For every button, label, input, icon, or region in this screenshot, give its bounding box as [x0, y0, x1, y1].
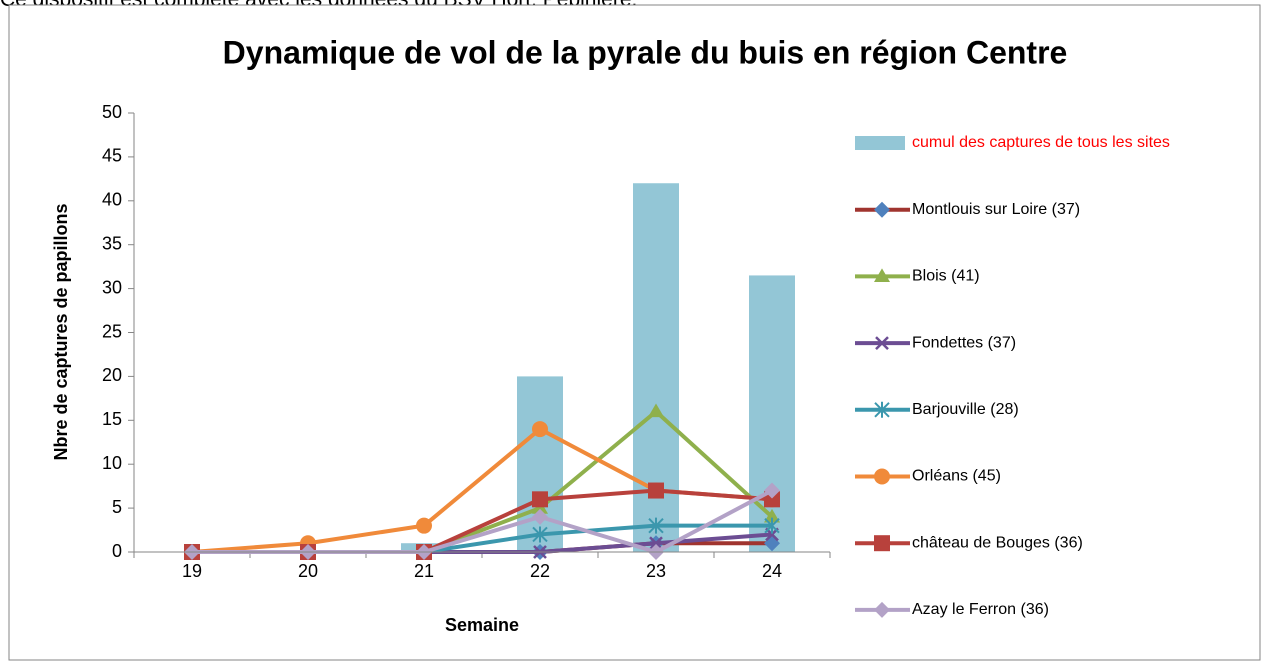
y-tick-label: 25 — [102, 321, 122, 341]
marker — [874, 601, 890, 618]
marker — [874, 468, 890, 485]
y-tick-label: 30 — [102, 277, 122, 297]
x-axis-label: Semaine — [445, 615, 519, 635]
marker — [874, 401, 890, 418]
y-axis-label: Nbre de captures de papillons — [51, 203, 71, 460]
marker — [532, 526, 548, 543]
y-tick-label: 20 — [102, 365, 122, 385]
marker — [874, 535, 890, 552]
legend-label: cumul des captures de tous les sites — [912, 134, 1170, 151]
y-tick-label: 5 — [112, 497, 122, 517]
marker — [764, 482, 780, 499]
legend-label: château de Bouges (36) — [912, 534, 1083, 551]
x-tick-label: 21 — [414, 561, 434, 581]
legend-label: Orléans (45) — [912, 468, 1001, 485]
marker — [648, 482, 664, 499]
y-tick-label: 40 — [102, 190, 122, 210]
marker — [532, 491, 548, 508]
marker — [874, 201, 890, 218]
legend-label: Azay le Ferron (36) — [912, 601, 1049, 618]
x-tick-label: 22 — [530, 561, 550, 581]
marker — [416, 517, 432, 534]
marker — [764, 517, 780, 534]
legend-label: Montlouis sur Loire (37) — [912, 201, 1080, 218]
marker — [764, 508, 780, 523]
x-tick-label: 20 — [298, 561, 318, 581]
marker — [648, 517, 664, 534]
legend-label: Fondettes (37) — [912, 334, 1016, 351]
x-tick-label: 23 — [646, 561, 666, 581]
marker — [874, 268, 890, 282]
x-tick-label: 19 — [182, 561, 202, 581]
marker — [875, 336, 889, 350]
y-tick-label: 15 — [102, 409, 122, 429]
marker — [649, 536, 663, 551]
marker — [648, 403, 664, 418]
y-tick-label: 50 — [102, 102, 122, 122]
marker — [764, 491, 780, 508]
legend-swatch — [855, 136, 905, 150]
marker — [532, 421, 548, 438]
marker — [532, 508, 548, 525]
chart-title: Dynamique de vol de la pyrale du buis en… — [223, 34, 1068, 70]
legend-label: Blois (41) — [912, 268, 980, 285]
legend-label: Barjouville (28) — [912, 401, 1019, 418]
bar — [517, 376, 563, 552]
y-tick-label: 35 — [102, 233, 122, 253]
y-tick-label: 45 — [102, 146, 122, 166]
y-tick-label: 10 — [102, 453, 122, 473]
x-tick-label: 24 — [762, 561, 782, 581]
y-tick-label: 0 — [112, 541, 122, 561]
